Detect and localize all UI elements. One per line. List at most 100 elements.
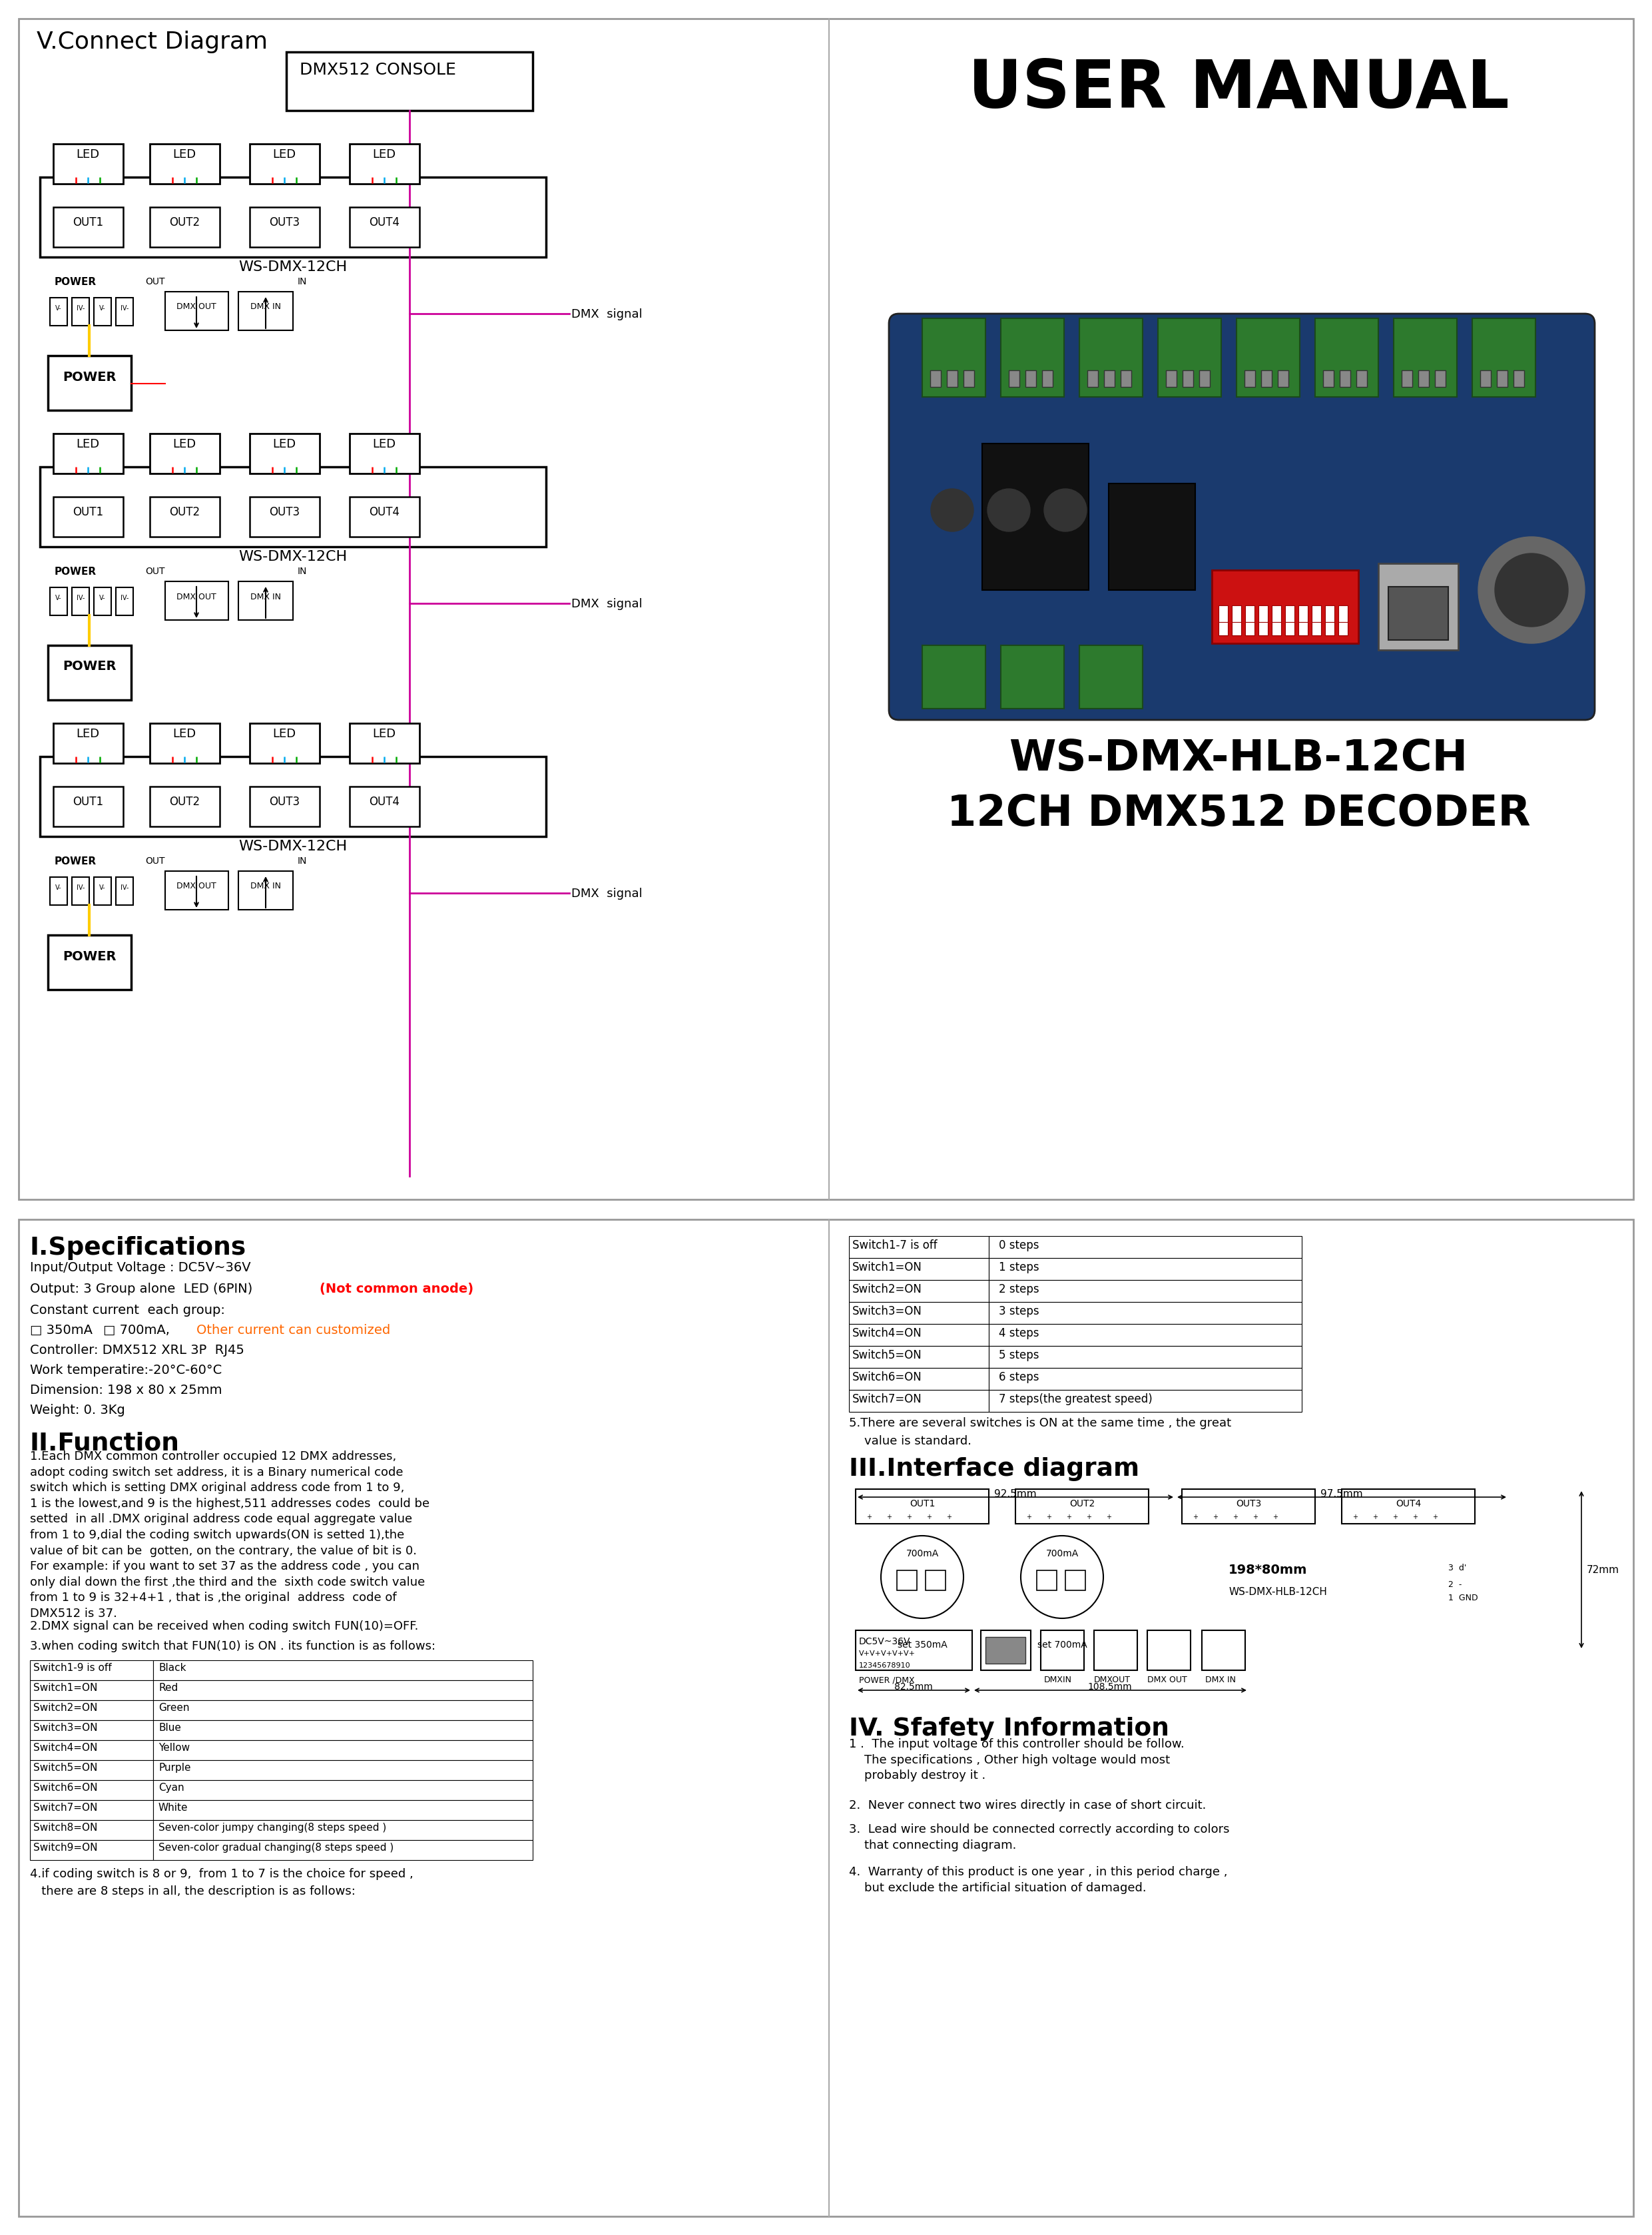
Text: LED: LED bbox=[76, 438, 99, 449]
Text: LED: LED bbox=[273, 438, 296, 449]
Text: OUT2: OUT2 bbox=[169, 796, 200, 807]
Text: +: + bbox=[866, 1513, 872, 1520]
Bar bbox=[1378, 563, 1459, 650]
Bar bbox=[30, 1701, 154, 1721]
Text: POWER: POWER bbox=[55, 277, 96, 286]
Bar bbox=[30, 1839, 154, 1860]
Bar bbox=[1272, 606, 1280, 635]
Text: DMX IN: DMX IN bbox=[251, 592, 281, 601]
Text: DMX IN: DMX IN bbox=[1206, 1676, 1236, 1685]
Bar bbox=[1436, 371, 1446, 387]
Bar bbox=[350, 724, 420, 762]
Bar bbox=[990, 1345, 1302, 1368]
Bar bbox=[53, 208, 124, 248]
Text: OUT4: OUT4 bbox=[1396, 1500, 1421, 1509]
Text: USER MANUAL: USER MANUAL bbox=[968, 58, 1508, 123]
Text: 72mm: 72mm bbox=[1586, 1564, 1619, 1576]
Text: POWER: POWER bbox=[63, 371, 116, 382]
Bar bbox=[1244, 371, 1256, 387]
Bar bbox=[1001, 646, 1064, 708]
Bar bbox=[249, 724, 319, 762]
Bar bbox=[1285, 606, 1295, 635]
Text: White: White bbox=[159, 1804, 188, 1813]
Text: OUT2: OUT2 bbox=[1069, 1500, 1095, 1509]
Text: WS-DMX-HLB-12CH: WS-DMX-HLB-12CH bbox=[1009, 738, 1469, 780]
Bar bbox=[1325, 606, 1335, 635]
Bar bbox=[990, 1303, 1302, 1323]
Text: Purple: Purple bbox=[159, 1763, 190, 1772]
Bar bbox=[1158, 317, 1221, 398]
Text: Work temperatire:-20°C-60°C: Work temperatire:-20°C-60°C bbox=[30, 1363, 221, 1377]
Bar bbox=[1315, 317, 1378, 398]
Bar bbox=[1246, 606, 1254, 635]
Bar bbox=[1203, 1629, 1246, 1670]
Text: Switch3=ON: Switch3=ON bbox=[33, 1723, 97, 1732]
Bar bbox=[1236, 317, 1300, 398]
Bar bbox=[40, 755, 547, 836]
Bar bbox=[1037, 1571, 1057, 1591]
Bar bbox=[94, 876, 111, 905]
Text: 5 steps: 5 steps bbox=[999, 1350, 1039, 1361]
Text: 97.5mm: 97.5mm bbox=[1320, 1489, 1363, 1500]
Bar bbox=[849, 1281, 990, 1303]
Text: 108.5mm: 108.5mm bbox=[1087, 1683, 1132, 1692]
Text: Switch2=ON: Switch2=ON bbox=[33, 1703, 97, 1712]
Bar bbox=[154, 1779, 532, 1799]
Text: +: + bbox=[1105, 1513, 1112, 1520]
Text: Switch5=ON: Switch5=ON bbox=[33, 1763, 97, 1772]
Bar bbox=[238, 293, 292, 331]
Text: POWER: POWER bbox=[63, 950, 116, 963]
Text: Weight: 0. 3Kg: Weight: 0. 3Kg bbox=[30, 1404, 126, 1417]
Text: V-: V- bbox=[99, 595, 106, 601]
Circle shape bbox=[1021, 1535, 1104, 1618]
Bar bbox=[947, 371, 958, 387]
Bar bbox=[286, 51, 532, 110]
Bar bbox=[116, 876, 134, 905]
Circle shape bbox=[1044, 489, 1087, 532]
Text: 2 steps: 2 steps bbox=[999, 1283, 1039, 1296]
Text: WS-DMX-12CH: WS-DMX-12CH bbox=[238, 550, 347, 563]
Text: 2.DMX signal can be received when coding switch FUN(10)=OFF.: 2.DMX signal can be received when coding… bbox=[30, 1620, 418, 1632]
Bar bbox=[48, 355, 131, 411]
Text: Switch1=ON: Switch1=ON bbox=[852, 1261, 922, 1274]
Bar bbox=[30, 1779, 154, 1799]
Text: LED: LED bbox=[372, 438, 396, 449]
Text: 198*80mm: 198*80mm bbox=[1229, 1564, 1307, 1576]
Bar bbox=[1246, 621, 1254, 635]
Bar bbox=[1272, 621, 1280, 635]
Bar bbox=[1298, 606, 1308, 635]
Text: OUT4: OUT4 bbox=[368, 796, 400, 807]
Text: IV-: IV- bbox=[76, 595, 84, 601]
Text: there are 8 steps in all, the description is as follows:: there are 8 steps in all, the descriptio… bbox=[30, 1886, 355, 1898]
Text: Cyan: Cyan bbox=[159, 1784, 183, 1792]
Circle shape bbox=[988, 489, 1031, 532]
Bar bbox=[1497, 371, 1508, 387]
Bar bbox=[94, 588, 111, 615]
Bar bbox=[1001, 317, 1064, 398]
Bar bbox=[897, 1571, 917, 1591]
Text: DMX OUT: DMX OUT bbox=[177, 883, 216, 892]
Circle shape bbox=[930, 489, 973, 532]
Text: DMX  signal: DMX signal bbox=[572, 887, 643, 901]
Text: OUT2: OUT2 bbox=[169, 505, 200, 519]
Text: OUT1: OUT1 bbox=[73, 217, 102, 228]
Bar bbox=[1009, 371, 1019, 387]
Bar bbox=[53, 143, 124, 183]
Text: IN: IN bbox=[297, 277, 307, 286]
Bar bbox=[849, 1390, 990, 1413]
Text: 700mA: 700mA bbox=[905, 1549, 938, 1558]
Text: 2  -: 2 - bbox=[1449, 1580, 1462, 1589]
Bar bbox=[53, 724, 124, 762]
Text: +: + bbox=[947, 1513, 952, 1520]
Text: LED: LED bbox=[76, 729, 99, 740]
Text: Switch1-7 is off: Switch1-7 is off bbox=[852, 1240, 937, 1252]
Bar bbox=[849, 1303, 990, 1323]
Bar bbox=[350, 787, 420, 827]
Bar bbox=[30, 1799, 154, 1819]
Bar bbox=[249, 208, 319, 248]
Bar bbox=[1232, 606, 1241, 635]
Bar bbox=[930, 371, 942, 387]
Text: IV-: IV- bbox=[76, 304, 84, 311]
Bar bbox=[963, 371, 975, 387]
Text: OUT1: OUT1 bbox=[910, 1500, 935, 1509]
